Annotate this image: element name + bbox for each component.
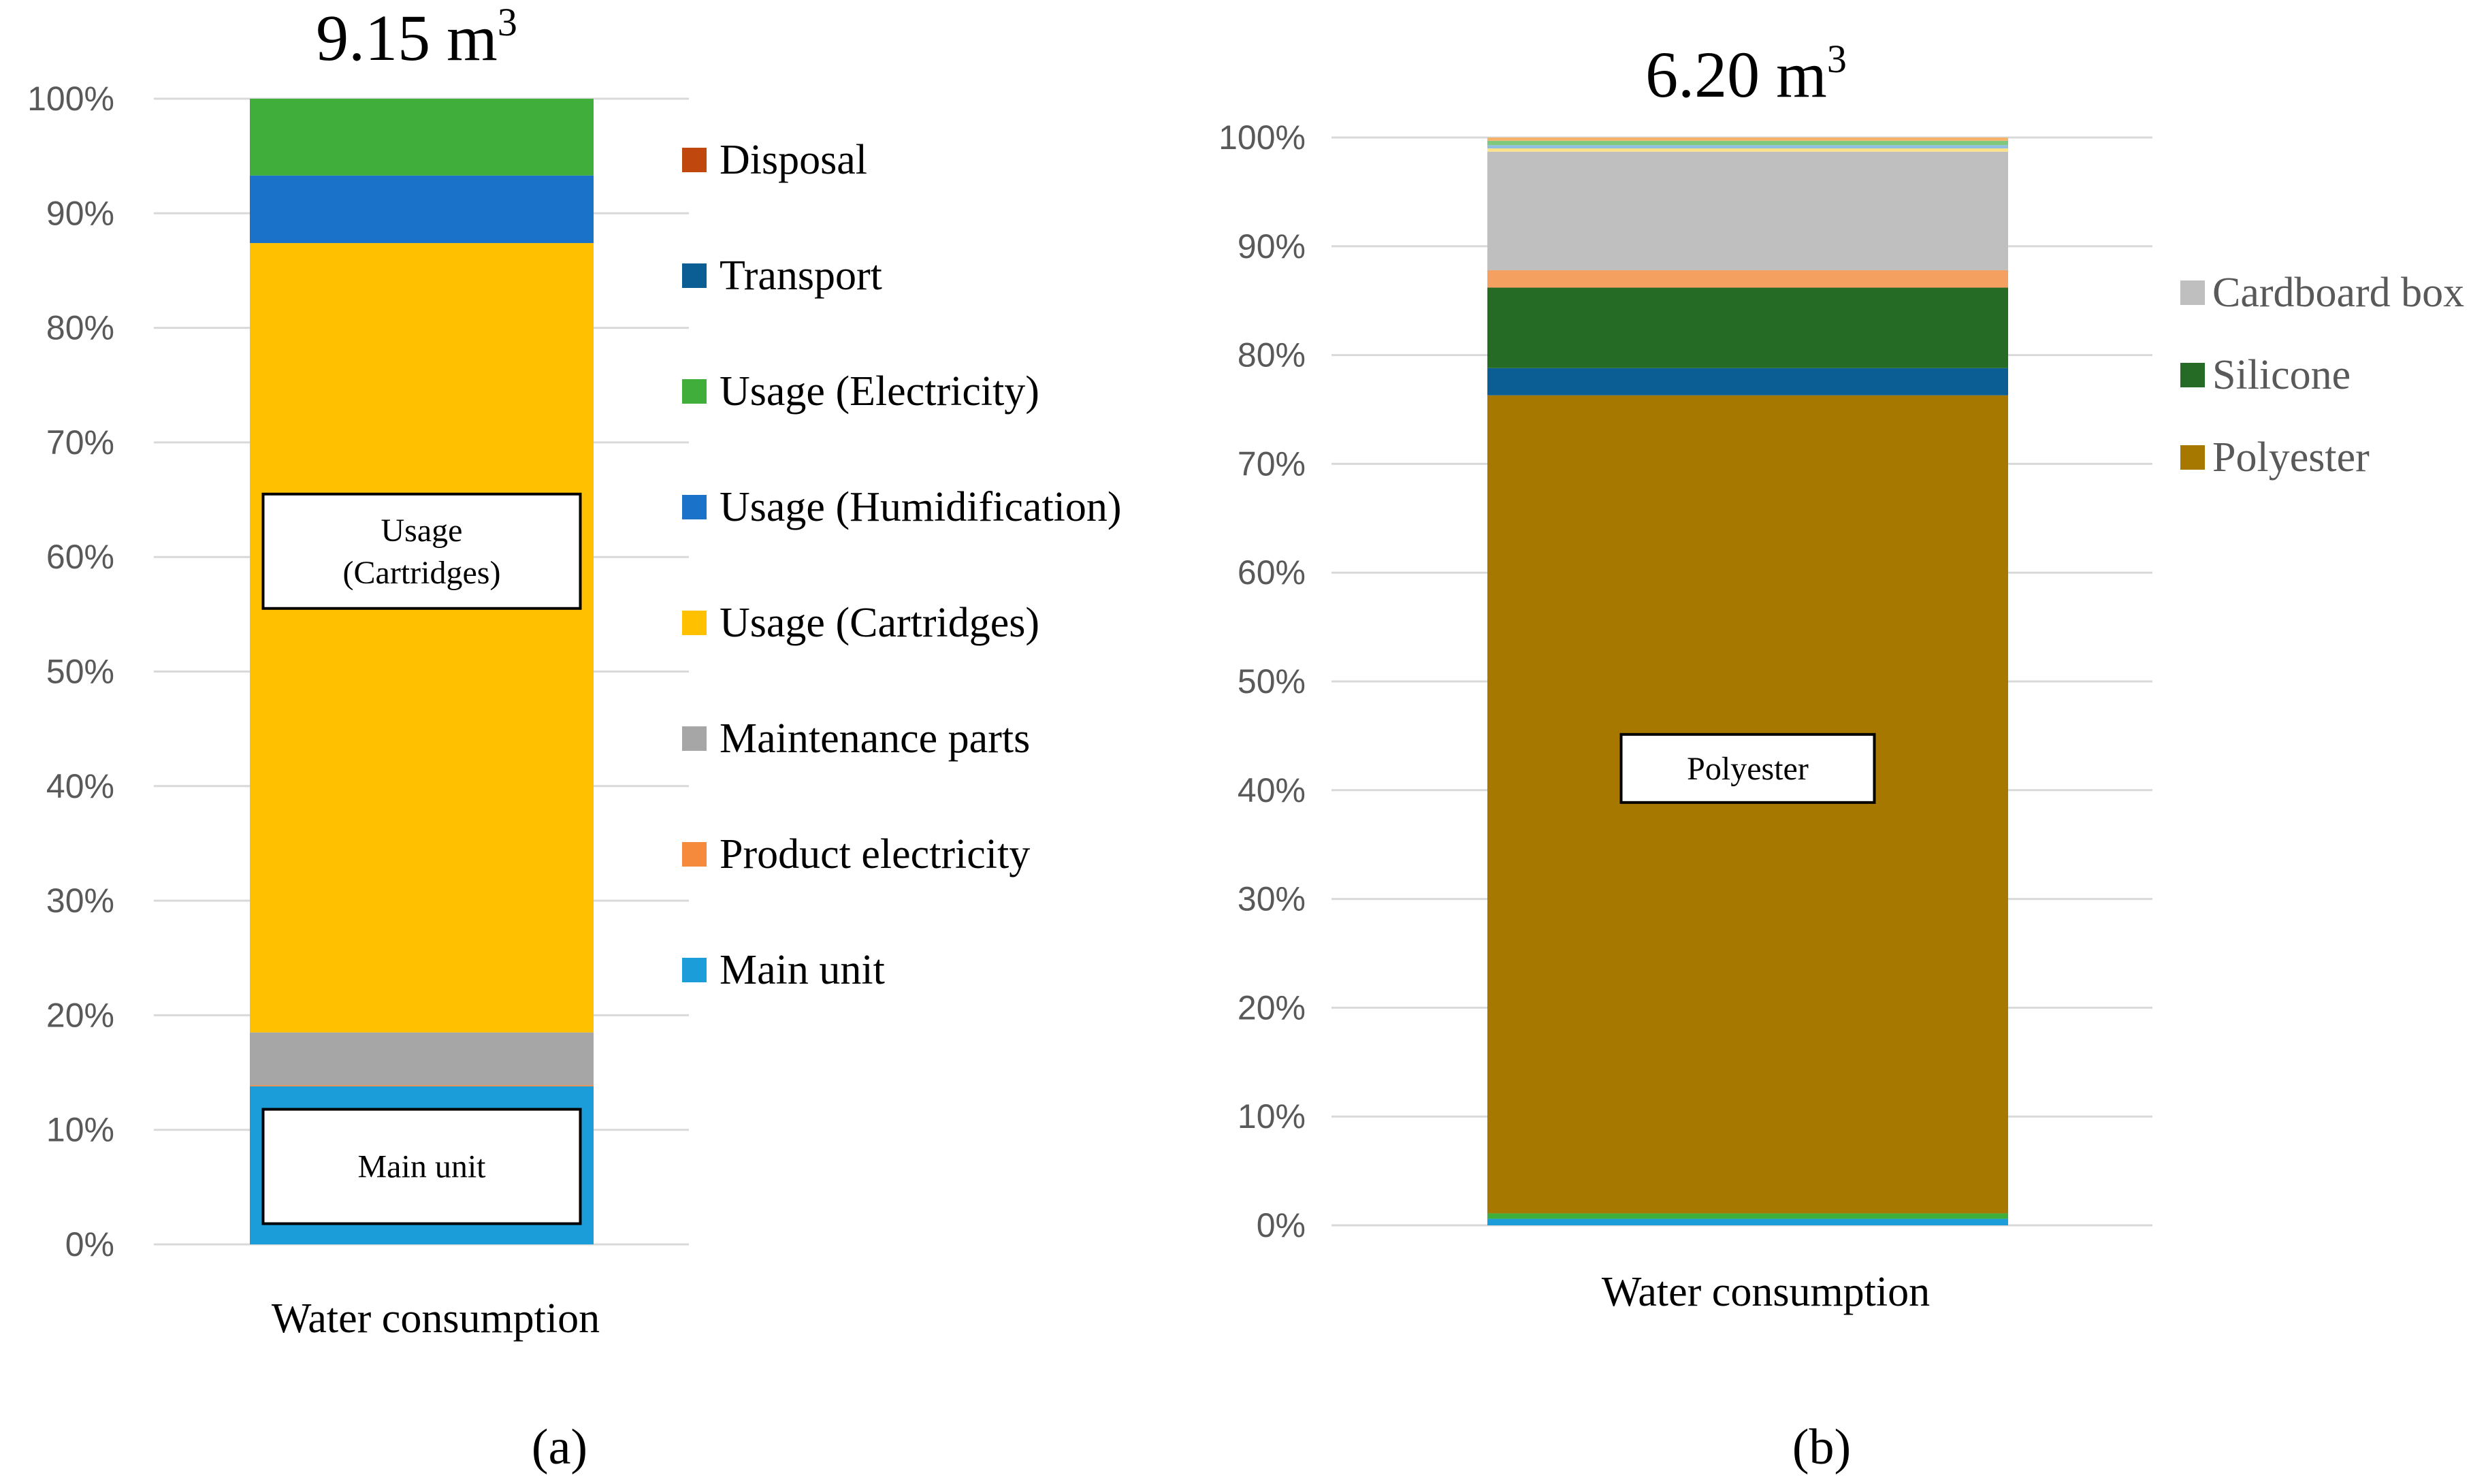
y-tick-label: 0% xyxy=(1257,1206,1306,1244)
y-tick-label: 90% xyxy=(46,194,114,232)
chart-title-superscript: 3 xyxy=(498,0,517,44)
legend-swatch-cardboard-box xyxy=(2180,280,2205,305)
bar-segment-usage-electricity xyxy=(250,99,594,176)
y-tick-label: 70% xyxy=(46,423,114,462)
y-tick-label: 30% xyxy=(46,882,114,920)
annotation-text: (Cartridges) xyxy=(343,555,501,591)
legend-swatch-polyester xyxy=(2180,445,2205,470)
legend-swatch-silicone xyxy=(2180,363,2205,387)
legend-label-polyester: Polyester xyxy=(2212,434,2370,481)
bar-segment-cardboard-box xyxy=(1487,151,2008,270)
y-tick-label: 60% xyxy=(1238,553,1306,592)
chart-title: 9.15 m3 xyxy=(316,0,517,74)
legend-swatch-main-unit xyxy=(682,958,707,982)
bar-segment-component-9 xyxy=(1487,145,2008,148)
y-tick-label: 100% xyxy=(27,80,114,118)
y-tick-label: 0% xyxy=(65,1225,114,1263)
y-tick-label: 70% xyxy=(1238,445,1306,483)
y-tick-label: 80% xyxy=(1238,336,1306,374)
legend-label-product-electricity: Product electricity xyxy=(720,831,1030,877)
bar-segment-component-10 xyxy=(1487,140,2008,146)
bar-segment-component-4 xyxy=(1487,368,2008,396)
annotation-box xyxy=(261,1108,582,1225)
y-tick-label: 80% xyxy=(46,309,114,347)
bar-segment-product-electricity xyxy=(250,1085,594,1086)
legend-swatch-transport xyxy=(682,263,707,288)
legend-swatch-disposal xyxy=(682,148,707,172)
annotation-box xyxy=(261,492,582,610)
chart-title: 6.20 m3 xyxy=(1645,37,1847,111)
legend-label-maintenance-parts: Maintenance parts xyxy=(720,715,1030,762)
y-tick-label: 50% xyxy=(1238,662,1306,700)
bar-segment-usage-cartridges xyxy=(250,243,594,1033)
y-tick-label: 10% xyxy=(46,1111,114,1149)
y-tick-label: 10% xyxy=(1238,1097,1306,1135)
panel-label: (b) xyxy=(1792,1419,1851,1475)
legend-label-silicone: Silicone xyxy=(2212,352,2351,398)
y-tick-label: 20% xyxy=(46,996,114,1034)
chart-a: 0% 10% 20% 30% 40% 50% 60% 70% 80% 90% 100% Usage (C… xyxy=(27,0,1121,1475)
y-tick-label: 90% xyxy=(1238,227,1306,265)
legend-label-usage-electricity: Usage (Electricity) xyxy=(720,368,1039,415)
y-tick-label: 20% xyxy=(1238,988,1306,1027)
legend-swatch-usage-cartridges xyxy=(682,611,707,635)
y-tick-label: 60% xyxy=(46,538,114,576)
bar-segment-polyester xyxy=(1487,395,2008,1214)
annotation-box xyxy=(1619,732,1876,804)
y-tick-label: 50% xyxy=(46,653,114,691)
legend-swatch-usage-electricity xyxy=(682,379,707,404)
legend-label-cardboard-box: Cardboard box xyxy=(2212,270,2464,316)
y-tick-label: 40% xyxy=(1238,771,1306,809)
legend-label-usage-humidification: Usage (Humidification) xyxy=(720,484,1122,530)
legend-swatch-maintenance-parts xyxy=(682,726,707,751)
panel-label: (a) xyxy=(532,1419,587,1475)
y-tick-label: 100% xyxy=(1218,118,1306,157)
x-category-label: Water consumption xyxy=(272,1295,600,1342)
x-category-label: Water consumption xyxy=(1602,1269,1930,1315)
bar-segment-component-11 xyxy=(1487,138,2008,141)
y-tick-label: 30% xyxy=(1238,880,1306,918)
bar-segment-component-2 xyxy=(1487,1213,2008,1219)
legend-swatch-product-electricity xyxy=(682,842,707,867)
bar-segment-silicone xyxy=(1487,287,2008,368)
legend-label-transport: Transport xyxy=(720,253,882,299)
bar-segment-component-8 xyxy=(1487,148,2008,152)
annotation-text: Usage xyxy=(381,513,463,549)
bar-segment-component-6 xyxy=(1487,270,2008,288)
legend-label-disposal: Disposal xyxy=(720,137,867,183)
chart-title-superscript: 3 xyxy=(1827,37,1847,81)
bar-segment-maintenance-parts xyxy=(250,1032,594,1086)
legend-label-main-unit: Main unit xyxy=(720,947,885,993)
y-tick-label: 40% xyxy=(46,767,114,805)
chart-b: 0% 10% 20% 30% 40% 50% 60% 70% 80% 90% 100% Polyest… xyxy=(1218,37,2464,1475)
annotation-text: Main unit xyxy=(358,1149,487,1185)
bar-segment-component-1 xyxy=(1487,1219,2008,1225)
annotation-text: Polyester xyxy=(1687,751,1809,787)
legend-swatch-usage-humidification xyxy=(682,495,707,519)
legend-label-usage-cartridges: Usage (Cartridges) xyxy=(720,600,1039,646)
bar-segment-usage-humidification xyxy=(250,175,594,244)
